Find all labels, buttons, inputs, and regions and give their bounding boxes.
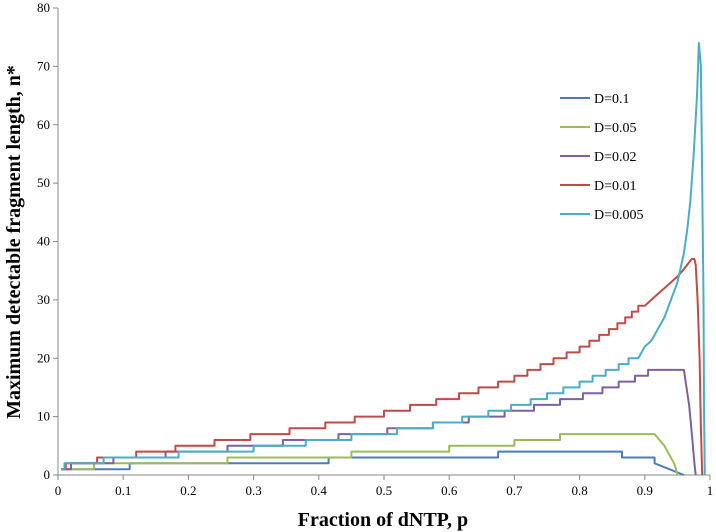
y-tick-label: 40 — [37, 234, 50, 249]
x-tick-label: 0.8 — [571, 483, 587, 498]
y-tick-label: 60 — [37, 117, 50, 132]
x-tick-label: 0.6 — [441, 483, 458, 498]
series-line-4 — [61, 258, 704, 476]
y-tick-label: 20 — [37, 350, 50, 365]
y-tick-label: 30 — [37, 292, 50, 307]
x-tick-label: 1 — [707, 483, 714, 498]
x-tick-label: 0 — [55, 483, 62, 498]
y-tick-label: 0 — [44, 467, 51, 482]
series-line-3 — [61, 368, 697, 476]
legend-label: D=0.05 — [594, 121, 637, 136]
axis-ticks: 0 10 20 30 40 50 60 70 80 0 0.1 0.2 0.3 0.4 0.5 0.6 0.7 0… — [37, 0, 713, 498]
y-tick-label: 80 — [37, 0, 50, 15]
y-axis-title: Maximum detectable fragment length, n* — [3, 65, 25, 419]
legend-label: D=0.1 — [594, 92, 630, 107]
y-tick-label: 50 — [37, 175, 50, 190]
x-axis-title: Fraction of dNTP, p — [298, 509, 468, 531]
legend-label: D=0.01 — [594, 179, 637, 194]
x-tick-label: 0.9 — [637, 483, 653, 498]
series-line-5 — [61, 42, 706, 476]
legend: D=0.1 D=0.05 D=0.02 D=0.01 D=0.005 — [560, 92, 644, 223]
series-layer — [61, 42, 706, 476]
y-tick-label: 10 — [37, 409, 50, 424]
x-tick-label: 0.1 — [115, 483, 131, 498]
y-tick-label: 70 — [37, 58, 50, 73]
x-tick-label: 0.5 — [376, 483, 392, 498]
legend-label: D=0.02 — [594, 150, 637, 165]
x-tick-label: 0.2 — [180, 483, 196, 498]
x-tick-label: 0.7 — [506, 483, 523, 498]
series-line-2 — [61, 433, 679, 476]
x-tick-label: 0.3 — [245, 483, 261, 498]
legend-label: D=0.005 — [594, 208, 644, 223]
x-tick-label: 0.4 — [311, 483, 328, 498]
